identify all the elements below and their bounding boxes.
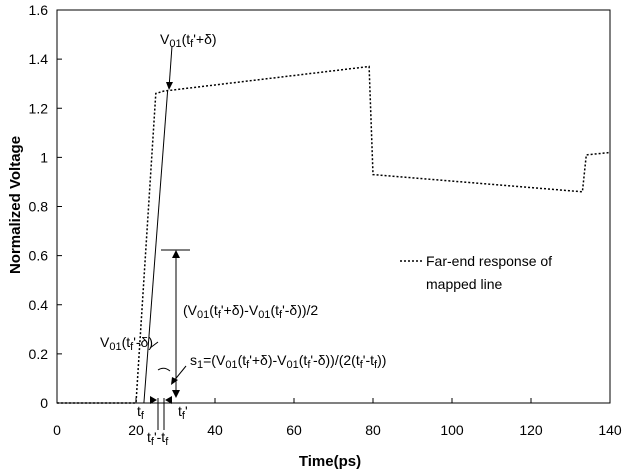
v-top-pointer bbox=[168, 45, 173, 89]
annotation-slope: s1=(V01(tf'+δ)-V01(tf'-δ))/(2(tf'-tf)) bbox=[190, 352, 386, 371]
y-tick-label: 0.4 bbox=[29, 297, 49, 313]
x-tick-label: 60 bbox=[286, 422, 302, 438]
x-tick-label: 140 bbox=[598, 422, 622, 438]
v-low-pointer bbox=[149, 341, 159, 349]
annotation-v-top: V01(tf'+δ) bbox=[160, 31, 217, 50]
annotation-half-level: (V01(tf'+δ)-V01(tf'-δ))/2 bbox=[183, 302, 318, 321]
x-tick-label: 0 bbox=[53, 422, 61, 438]
tf-prime-arrowhead bbox=[165, 396, 172, 404]
x-axis-ticks: 0 20 40 60 80 100 120 140 bbox=[53, 398, 622, 438]
y-tick-label: 0.2 bbox=[29, 346, 49, 362]
y-tick-label: 0.6 bbox=[29, 248, 49, 264]
y-tick-label: 1.6 bbox=[29, 2, 49, 18]
x-tick-label: 20 bbox=[128, 422, 144, 438]
half-level-arrowhead-top bbox=[172, 250, 180, 258]
plot-frame bbox=[56, 9, 611, 404]
x-tick-label: 120 bbox=[519, 422, 543, 438]
slope-arc bbox=[157, 367, 171, 372]
half-level-arrowhead-bottom bbox=[172, 390, 180, 398]
annotation-tf-diff: tf'-tf bbox=[147, 429, 169, 448]
tangent-line bbox=[143, 91, 169, 404]
series-line-far-end-response bbox=[57, 65, 611, 404]
x-tick-label: 100 bbox=[440, 422, 464, 438]
legend-label-line1: Far-end response of bbox=[426, 253, 552, 269]
y-axis-label: Normalized Voltage bbox=[7, 136, 24, 274]
x-tick-label: 80 bbox=[365, 422, 381, 438]
y-tick-label: 0.8 bbox=[29, 199, 49, 215]
x-tick-label: 40 bbox=[207, 422, 223, 438]
slope-pointer-arrowhead bbox=[171, 377, 178, 385]
y-tick-label: 1.4 bbox=[29, 51, 49, 67]
y-tick-label: 0 bbox=[40, 395, 48, 411]
y-tick-label: 1.2 bbox=[29, 100, 49, 116]
x-axis-label: Time(ps) bbox=[299, 453, 361, 470]
annotation-tf-prime: tf' bbox=[178, 403, 188, 422]
tf-arrowhead bbox=[150, 396, 157, 404]
y-axis-ticks: 0 0.2 0.4 0.6 0.8 1 1.2 1.4 1.6 bbox=[29, 2, 62, 411]
legend-label-line2: mapped line bbox=[426, 276, 502, 292]
annotation-v-low: V01(tf'-δ) bbox=[100, 334, 153, 353]
y-tick-label: 1 bbox=[40, 149, 48, 165]
annotation-tf: tf bbox=[137, 403, 145, 422]
v-top-pointer-arrowhead bbox=[166, 82, 173, 90]
